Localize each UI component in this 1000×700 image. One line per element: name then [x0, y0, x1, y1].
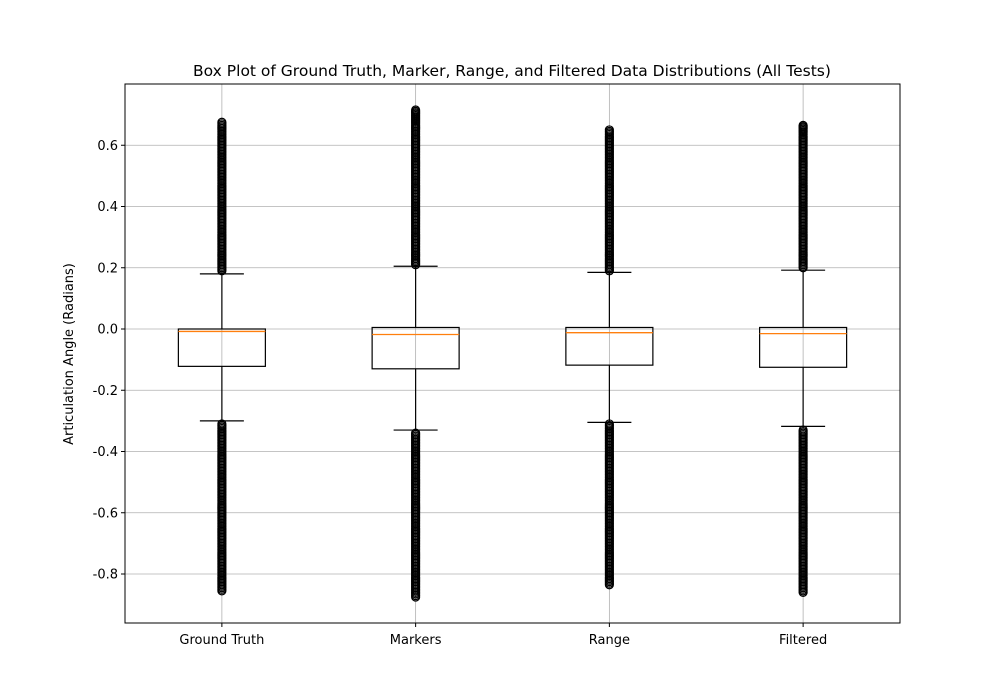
outlier-point-low — [411, 592, 421, 602]
box-iqr — [371, 326, 460, 370]
y-tick-label: -0.4 — [93, 445, 118, 460]
outlier-point-low — [798, 587, 808, 597]
axes-frame — [124, 83, 901, 624]
axes: -0.8 -0.6 -0.4 -0.2 0.0 0.2 0.4 0.6 Ground Truth… — [93, 139, 828, 648]
outlier-point-high — [411, 105, 421, 115]
y-tick-label: -0.2 — [93, 384, 118, 399]
x-tick-label: Range — [589, 633, 630, 648]
box-group — [759, 120, 848, 597]
box-iqr — [565, 326, 654, 366]
y-tick-label: -0.6 — [93, 506, 118, 521]
x-tick-label: Filtered — [779, 633, 827, 648]
outlier-point-high — [604, 125, 614, 135]
box-iqr — [177, 328, 266, 367]
chart-title: Box Plot of Ground Truth, Marker, Range,… — [193, 62, 831, 80]
box-group — [177, 117, 266, 596]
y-tick-label: -0.8 — [93, 568, 118, 583]
x-tick-label: Markers — [390, 633, 442, 648]
outlier-point-low — [604, 580, 614, 590]
outlier-point-high — [798, 120, 808, 130]
y-tick-label: 0.6 — [97, 139, 118, 154]
box-group — [565, 125, 654, 590]
y-tick-label: 0.4 — [97, 200, 118, 215]
y-tick-label: 0.0 — [97, 323, 118, 338]
y-axis-label: Articulation Angle (Radians) — [62, 263, 77, 445]
x-tick-label: Ground Truth — [179, 633, 264, 648]
y-tick-label: 0.2 — [97, 261, 118, 276]
outlier-point-high — [217, 117, 227, 127]
plot-area — [177, 105, 848, 602]
grid-lines — [125, 84, 900, 623]
outlier-point-low — [217, 586, 227, 596]
box-iqr — [759, 326, 848, 368]
box-group — [371, 105, 460, 602]
